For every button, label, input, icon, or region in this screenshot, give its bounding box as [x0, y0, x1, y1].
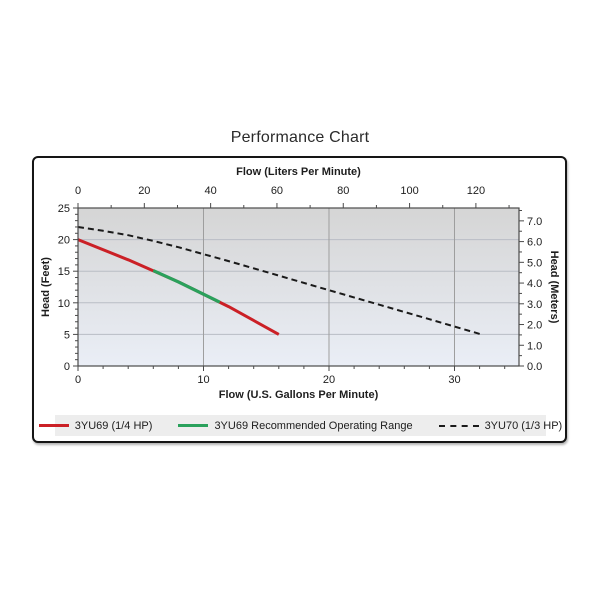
svg-text:0: 0: [64, 361, 70, 373]
svg-text:120: 120: [467, 185, 485, 197]
svg-text:10: 10: [58, 298, 70, 310]
axis-tick-labels: 0 10 20 30 0 20 40 60 80 100 120 0 5 10 15 20 25 0.0 1.0 2.…: [58, 185, 543, 386]
series-lines: [77, 226, 484, 336]
axis-ticks: [73, 203, 524, 371]
svg-text:7.0: 7.0: [527, 216, 542, 228]
plot-area: [78, 208, 519, 366]
svg-text:20: 20: [138, 185, 150, 197]
legend-item-3yu69: 3YU69 (1/4 HP): [38, 419, 153, 432]
legend-label-3yu70: 3YU70 (1/3 HP): [484, 419, 563, 432]
svg-text:0.0: 0.0: [527, 361, 542, 373]
legend-item-3yu70: 3YU70 (1/3 HP): [438, 419, 563, 432]
legend-label-3yu69-range: 3YU69 Recommended Operating Range: [214, 419, 413, 432]
svg-text:15: 15: [58, 266, 70, 278]
performance-chart: 0 10 20 30 0 20 40 60 80 100 120 0 5 10 15 20 25 0.0 1.0 2.…: [40, 166, 560, 401]
svg-text:4.0: 4.0: [527, 278, 542, 290]
svg-text:30: 30: [448, 374, 460, 386]
svg-text:2.0: 2.0: [527, 320, 542, 332]
svg-text:40: 40: [205, 185, 217, 197]
chart-title: Performance Chart: [230, 129, 370, 146]
bottom-axis-title: Flow (U.S. Gallons Per Minute): [219, 389, 379, 401]
svg-text:5: 5: [64, 329, 70, 341]
svg-text:5.0: 5.0: [527, 257, 542, 269]
svg-text:0: 0: [75, 185, 81, 197]
legend-swatch-red-line: [38, 424, 69, 427]
vertical-gridlines: [202, 208, 455, 366]
svg-text:0: 0: [75, 374, 81, 386]
right-axis-title: Head (Meters): [548, 251, 560, 324]
top-axis-title: Flow (Liters Per Minute): [236, 166, 361, 178]
left-axis-title: Head (Feet): [40, 257, 52, 317]
svg-text:1.0: 1.0: [527, 340, 542, 352]
series-3yu70-1-3-hp: [77, 226, 484, 336]
svg-text:80: 80: [337, 185, 349, 197]
axis-titles: Flow (Liters Per Minute) Flow (U.S. Gallo…: [40, 166, 560, 401]
svg-text:100: 100: [400, 185, 418, 197]
svg-text:20: 20: [58, 235, 70, 247]
series-3yu69-recommended-operating-range: [152, 269, 221, 304]
chart-legend: 3YU69 (1/4 HP) 3YU69 Recommended Operati…: [38, 415, 562, 436]
svg-text:25: 25: [58, 203, 70, 215]
legend-swatch-dashed-line: [438, 424, 479, 427]
plot-border: [77, 207, 520, 367]
svg-text:10: 10: [197, 374, 209, 386]
legend-item-3yu69-range: 3YU69 Recommended Operating Range: [178, 419, 413, 432]
legend-swatch-green-line: [178, 424, 209, 427]
svg-text:60: 60: [271, 185, 283, 197]
svg-text:3.0: 3.0: [527, 299, 542, 311]
chart-card: 0 10 20 30 0 20 40 60 80 100 120 0 5 10 15 20 25 0.0 1.0 2.…: [32, 156, 567, 443]
svg-text:20: 20: [323, 374, 335, 386]
legend-label-3yu69: 3YU69 (1/4 HP): [74, 419, 153, 432]
svg-text:6.0: 6.0: [527, 237, 542, 249]
